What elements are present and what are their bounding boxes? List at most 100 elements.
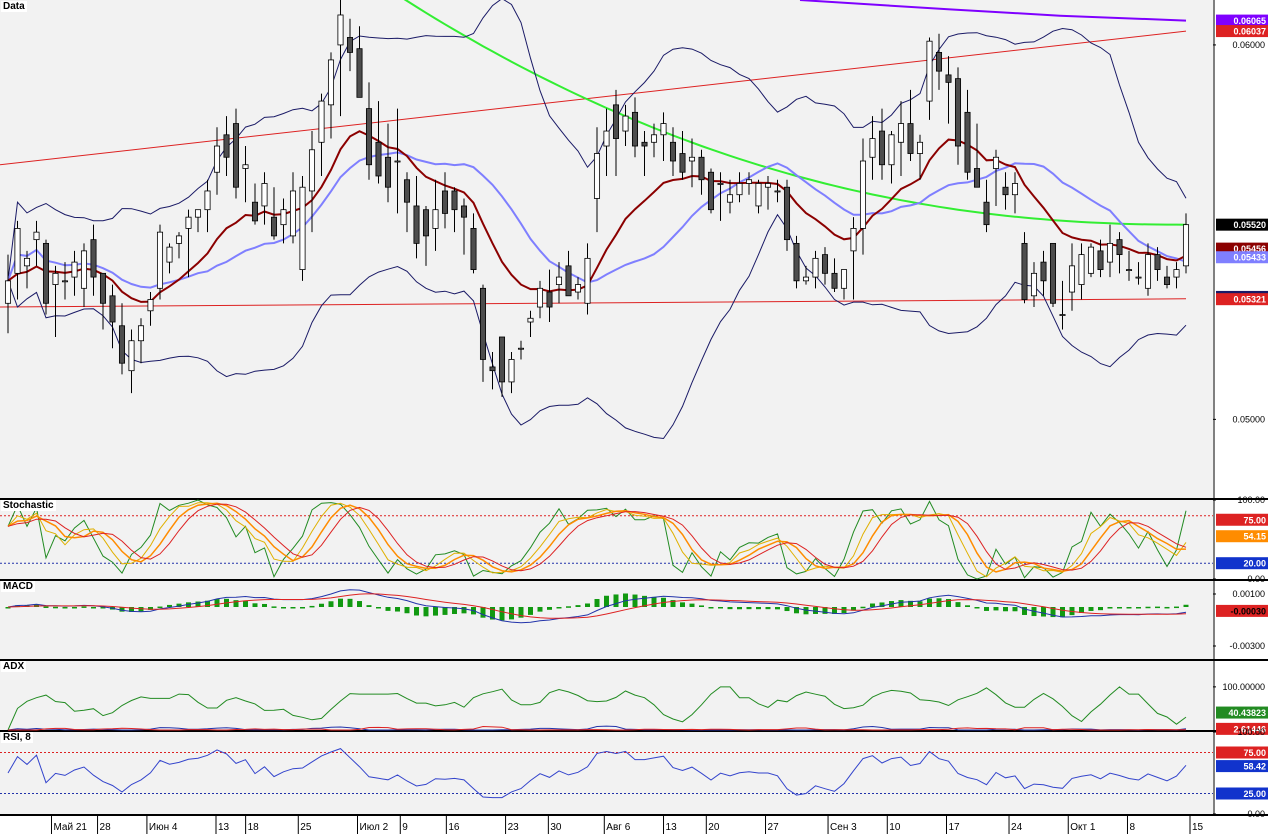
candle-body bbox=[992, 156, 1000, 169]
macd-hist-bar bbox=[366, 605, 372, 607]
candle-body bbox=[1087, 246, 1095, 274]
date-label: Июл 2 bbox=[360, 822, 389, 833]
date-label: 27 bbox=[768, 822, 780, 833]
candle-body bbox=[90, 239, 97, 278]
pane-bg-adx bbox=[0, 661, 1213, 730]
candle-body bbox=[432, 209, 439, 229]
macd-hist-bar bbox=[1126, 607, 1132, 609]
macd-hist-bar bbox=[423, 607, 429, 617]
svg-text:0.05433: 0.05433 bbox=[1233, 253, 1266, 263]
candle-body bbox=[337, 14, 344, 46]
candle-body bbox=[346, 37, 354, 53]
value-tag-rsi-oversold: 25.00 bbox=[1216, 787, 1268, 800]
candle-body bbox=[270, 216, 278, 237]
macd-hist-bar bbox=[1041, 607, 1046, 617]
candle-body bbox=[812, 257, 819, 278]
pane-title-data: Data bbox=[1, 1, 27, 12]
candle-body bbox=[603, 130, 610, 147]
candle-body bbox=[745, 179, 753, 184]
value-tag-boll-mid: 0.05433 bbox=[1216, 251, 1268, 264]
macd-hist-bar bbox=[490, 607, 495, 620]
candle-body bbox=[869, 138, 876, 158]
svg-text:54.15: 54.15 bbox=[1243, 532, 1266, 542]
macd-hist-bar bbox=[556, 607, 562, 609]
svg-text:58.42: 58.42 bbox=[1243, 762, 1266, 772]
date-label: 23 bbox=[508, 822, 520, 833]
short-ma-line bbox=[7, 130, 1187, 303]
date-label: 9 bbox=[402, 822, 408, 833]
macd-hist-bar bbox=[898, 600, 904, 607]
candle-body bbox=[327, 59, 335, 106]
candle-body bbox=[831, 272, 838, 289]
macd-hist-bar bbox=[670, 600, 676, 607]
candle-body bbox=[802, 276, 810, 282]
svg-text:25.00: 25.00 bbox=[1243, 789, 1266, 799]
macd-hist-bar bbox=[1155, 606, 1160, 609]
y-tick-label-adx: 100.00000 bbox=[1222, 682, 1265, 692]
candle-body bbox=[166, 246, 173, 263]
macd-hist-bar bbox=[195, 601, 201, 607]
macd-hist-bar bbox=[585, 603, 590, 607]
candle-body bbox=[897, 123, 905, 143]
macd-hist-bar bbox=[699, 605, 704, 607]
candle-body bbox=[470, 228, 477, 270]
pane-bg-rsi bbox=[0, 732, 1213, 814]
candle-body bbox=[413, 205, 420, 244]
value-tag-plus-di: 40.43823 bbox=[1216, 706, 1268, 719]
macd-hist-bar bbox=[214, 599, 220, 607]
svg-text:0.06065: 0.06065 bbox=[1233, 16, 1266, 26]
candle-body bbox=[1116, 239, 1123, 256]
macd-hist-bar bbox=[727, 607, 733, 610]
candle-body bbox=[679, 153, 686, 173]
macd-hist-bar bbox=[822, 607, 828, 614]
macd-hist-bar bbox=[756, 607, 761, 610]
macd-hist-bar bbox=[385, 607, 391, 611]
macd-hist-bar bbox=[1183, 604, 1189, 607]
candle-body bbox=[859, 160, 867, 229]
macd-hist-bar bbox=[860, 606, 866, 609]
macd-hist-bar bbox=[537, 607, 543, 612]
date-label: 13 bbox=[666, 822, 678, 833]
value-tag-rsi: 58.42 bbox=[1216, 760, 1268, 773]
pane-title-macd: MACD bbox=[1, 581, 35, 592]
macd-hist-bar bbox=[1079, 607, 1084, 613]
y-tick-label-stoch: 100.00 bbox=[1237, 495, 1265, 505]
macd-hist-bar bbox=[784, 607, 790, 612]
candle-body bbox=[1154, 254, 1161, 270]
candle-body bbox=[983, 201, 990, 226]
macd-hist-bar bbox=[613, 594, 619, 607]
y-tick-label-macd: -0.00300 bbox=[1229, 641, 1265, 651]
macd-hist-bar bbox=[452, 607, 457, 614]
minus-di-line bbox=[8, 725, 1186, 731]
date-label: Авг 6 bbox=[606, 822, 630, 833]
candle-body bbox=[527, 317, 534, 323]
macd-hist-bar bbox=[813, 607, 818, 614]
candle-body bbox=[707, 171, 715, 211]
y-tick-label-stoch: 0.00 bbox=[1247, 574, 1265, 584]
macd-hist-bar bbox=[499, 607, 505, 621]
candle-body bbox=[156, 231, 164, 289]
svg-text:75.00: 75.00 bbox=[1243, 748, 1266, 758]
macd-hist-bar bbox=[765, 607, 771, 610]
date-label: 25 bbox=[300, 822, 312, 833]
candle-body bbox=[726, 194, 734, 203]
date-label: Сен 3 bbox=[830, 822, 857, 833]
candle-body bbox=[536, 287, 544, 308]
candle-body bbox=[584, 257, 591, 304]
candle-body bbox=[916, 141, 924, 154]
candle-body bbox=[926, 40, 933, 102]
date-label: 17 bbox=[949, 822, 961, 833]
date-label: 16 bbox=[448, 822, 460, 833]
macd-hist-bar bbox=[651, 596, 657, 607]
macd-hist-bar bbox=[480, 607, 486, 618]
macd-hist-bar bbox=[148, 607, 153, 610]
macd-hist-bar bbox=[91, 606, 96, 609]
macd-hist-bar bbox=[404, 607, 410, 614]
candle-body bbox=[61, 280, 69, 283]
candle-body bbox=[546, 291, 553, 308]
candle-body bbox=[242, 164, 249, 169]
value-tag-upper-channel: 0.06037 bbox=[1216, 25, 1268, 38]
candle-body bbox=[71, 261, 78, 278]
candle-body bbox=[888, 134, 895, 166]
